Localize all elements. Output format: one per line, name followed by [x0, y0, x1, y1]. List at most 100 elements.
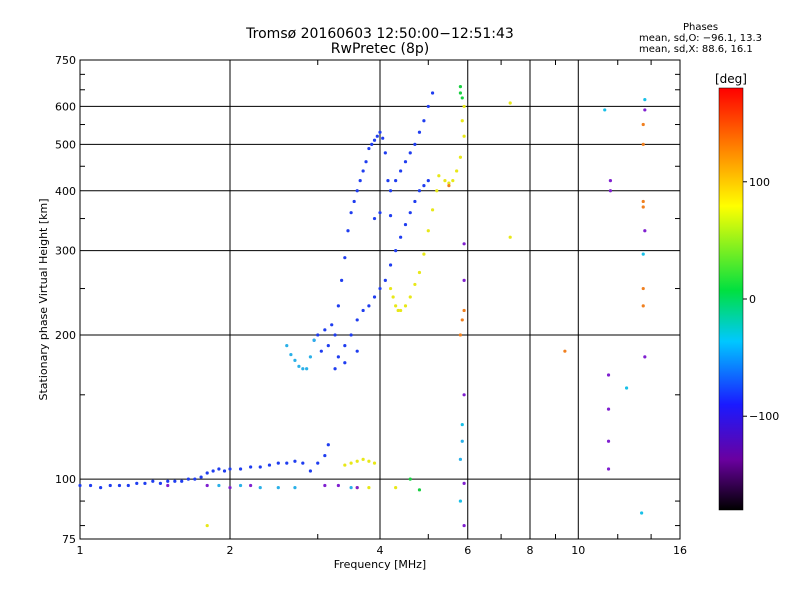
- data-point: [378, 211, 382, 215]
- data-point: [460, 422, 464, 427]
- data-point: [349, 211, 353, 215]
- data-point: [372, 461, 377, 465]
- data-point: [336, 483, 340, 488]
- data-point: [641, 142, 645, 146]
- data-point: [430, 91, 435, 95]
- data-point: [346, 229, 350, 233]
- data-point: [285, 344, 289, 348]
- data-point: [462, 523, 466, 528]
- data-point: [641, 205, 645, 209]
- data-point: [426, 229, 430, 233]
- data-point: [276, 461, 280, 465]
- data-point: [447, 184, 451, 188]
- data-point: [301, 367, 305, 371]
- colorbar-tick-label: −100: [749, 410, 779, 423]
- data-point: [462, 134, 466, 138]
- data-point: [426, 104, 430, 109]
- data-point: [336, 355, 340, 359]
- phase-stats: Phases mean, sd,O: −96.1, 13.3 mean, sd,…: [639, 22, 762, 55]
- data-point: [403, 160, 408, 164]
- data-point: [305, 367, 309, 371]
- data-point: [388, 189, 393, 193]
- data-point: [211, 469, 215, 473]
- data-point: [336, 304, 340, 308]
- data-point: [508, 101, 512, 105]
- x-tick-label: 6: [464, 544, 471, 557]
- data-point: [249, 483, 253, 488]
- data-point: [606, 373, 611, 377]
- data-point: [399, 235, 403, 239]
- data-point: [403, 304, 408, 308]
- colorbar: [718, 87, 744, 511]
- data-point: [205, 523, 209, 528]
- y-tick-label: 100: [55, 473, 76, 486]
- data-point: [308, 355, 313, 359]
- data-point: [293, 486, 297, 490]
- data-point: [355, 318, 359, 322]
- data-point: [422, 184, 426, 188]
- data-point: [78, 483, 82, 488]
- data-point: [426, 179, 430, 183]
- data-point: [462, 278, 466, 282]
- data-point: [641, 286, 645, 291]
- data-point: [285, 461, 289, 465]
- data-point: [372, 138, 377, 142]
- data-point: [308, 469, 313, 473]
- data-point: [126, 483, 130, 488]
- data-point: [413, 199, 417, 204]
- data-point: [643, 108, 647, 112]
- data-point: [258, 486, 262, 490]
- data-point: [399, 308, 403, 313]
- data-point: [135, 481, 139, 485]
- data-point: [370, 142, 374, 146]
- data-point: [447, 181, 451, 185]
- data-point: [413, 142, 417, 146]
- data-point: [323, 453, 327, 458]
- y-tick-label: 600: [55, 100, 76, 113]
- data-point: [641, 252, 645, 256]
- data-point: [316, 333, 320, 337]
- data-point: [394, 486, 398, 490]
- data-point: [249, 465, 253, 469]
- data-point: [608, 189, 613, 193]
- data-point: [413, 282, 417, 287]
- data-point: [293, 459, 297, 463]
- data-point: [323, 328, 327, 332]
- y-axis-label: Stationary phase Virtual Height [km]: [37, 198, 50, 400]
- data-point: [462, 308, 466, 313]
- data-point: [173, 479, 177, 483]
- data-point: [378, 286, 382, 291]
- data-point: [403, 222, 408, 227]
- phase-o-stats: mean, sd,O: −96.1, 13.3: [639, 33, 762, 44]
- data-point: [388, 213, 393, 218]
- data-point: [238, 483, 243, 488]
- data-point: [355, 189, 359, 193]
- data-point: [349, 333, 353, 337]
- data-point: [460, 96, 464, 100]
- data-point: [293, 358, 297, 362]
- data-point: [355, 459, 359, 463]
- data-point: [326, 443, 330, 447]
- data-point: [641, 122, 645, 127]
- data-point: [367, 486, 371, 490]
- data-point: [205, 471, 209, 475]
- y-tick-label: 75: [62, 533, 76, 546]
- data-point: [349, 461, 353, 465]
- data-point: [193, 477, 197, 481]
- data-point: [99, 486, 103, 490]
- data-point: [158, 481, 163, 485]
- data-point: [455, 169, 459, 173]
- data-point: [361, 169, 365, 173]
- data-point: [383, 151, 387, 155]
- data-point: [451, 179, 455, 183]
- data-point: [364, 160, 368, 164]
- data-point: [312, 338, 316, 342]
- data-point: [355, 486, 359, 490]
- data-point: [643, 355, 647, 359]
- data-point: [408, 477, 412, 481]
- data-point: [643, 97, 647, 102]
- data-point: [267, 463, 272, 467]
- data-point: [180, 479, 184, 483]
- data-point: [205, 483, 209, 488]
- data-point: [228, 467, 232, 471]
